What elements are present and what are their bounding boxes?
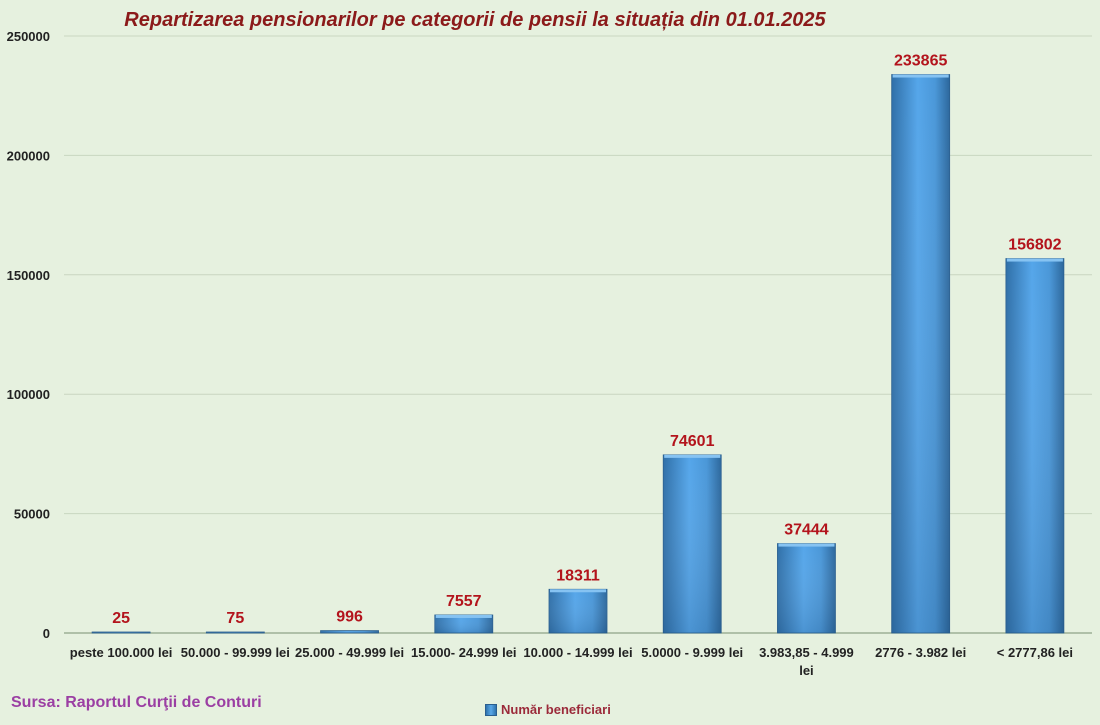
data-label: 156802 xyxy=(1008,237,1061,254)
bar xyxy=(1005,258,1065,634)
x-tick-label: 10.000 - 14.999 lei xyxy=(523,645,632,660)
bar-top-bevel xyxy=(892,74,949,78)
data-label: 233865 xyxy=(894,53,947,70)
bar xyxy=(434,614,494,634)
x-tick-label: peste 100.000 lei xyxy=(70,645,173,660)
y-tick-label: 100000 xyxy=(7,387,50,402)
legend: Număr beneficiari xyxy=(485,702,611,717)
data-label: 25 xyxy=(112,610,130,627)
bar xyxy=(205,631,265,634)
x-tick-label: 3.983,85 - 4.999 lei xyxy=(759,645,854,678)
bar-shade xyxy=(777,543,836,633)
bar-shade xyxy=(1005,258,1064,633)
bar-shade xyxy=(206,632,265,633)
bar-top-bevel xyxy=(1006,258,1063,262)
source-note: Sursa: Raportul Curţii de Conturi xyxy=(11,694,262,711)
x-tick-label: < 2777,86 lei xyxy=(997,645,1073,660)
legend-label: Număr beneficiari xyxy=(501,702,611,717)
y-tick-label: 0 xyxy=(43,626,50,641)
bar xyxy=(662,454,722,634)
chart-title: Repartizarea pensionarilor pe categorii … xyxy=(124,9,826,31)
bar xyxy=(91,631,151,634)
bar xyxy=(891,74,951,634)
y-tick-label: 250000 xyxy=(7,29,50,44)
bar-top-bevel xyxy=(435,614,492,618)
data-label: 74601 xyxy=(670,433,715,450)
y-tick-label: 150000 xyxy=(7,268,50,283)
x-tick-label: 2776 - 3.982 lei xyxy=(875,645,966,660)
bar-top-bevel xyxy=(778,543,835,547)
x-tick-label: 15.000- 24.999 lei xyxy=(411,645,517,660)
x-tick-label: 5.0000 - 9.999 lei xyxy=(641,645,743,660)
x-tick-labels: peste 100.000 lei 50.000 - 99.999 lei 25.0… xyxy=(70,645,1073,678)
data-label: 7557 xyxy=(446,593,482,610)
bars xyxy=(91,74,1065,634)
legend-swatch xyxy=(485,703,497,716)
bar-shade xyxy=(549,589,607,633)
data-label: 75 xyxy=(226,610,244,627)
bar-shade xyxy=(92,632,151,633)
data-label: 996 xyxy=(336,609,363,626)
bar-top-bevel xyxy=(550,589,606,593)
y-tick-label: 200000 xyxy=(7,148,50,163)
bar xyxy=(777,543,836,634)
data-label: 37444 xyxy=(784,522,829,539)
bar-shade xyxy=(320,630,379,633)
data-labels: 25 75 996 7557 18311 74601 37444 233865 156802 xyxy=(112,53,1061,627)
bar-shade xyxy=(434,614,493,633)
data-label: 18311 xyxy=(556,567,600,584)
bar-shade xyxy=(663,454,722,633)
y-tick-labels: 0 50000 100000 150000 200000 250000 xyxy=(7,29,50,641)
bar-shade xyxy=(891,74,950,633)
bar xyxy=(548,588,608,634)
x-tick-label: 50.000 - 99.999 lei xyxy=(181,645,290,660)
x-tick-label: 25.000 - 49.999 lei xyxy=(295,645,404,660)
bar xyxy=(320,630,379,634)
bar-top-bevel xyxy=(664,454,721,458)
y-tick-label: 50000 xyxy=(14,507,50,522)
